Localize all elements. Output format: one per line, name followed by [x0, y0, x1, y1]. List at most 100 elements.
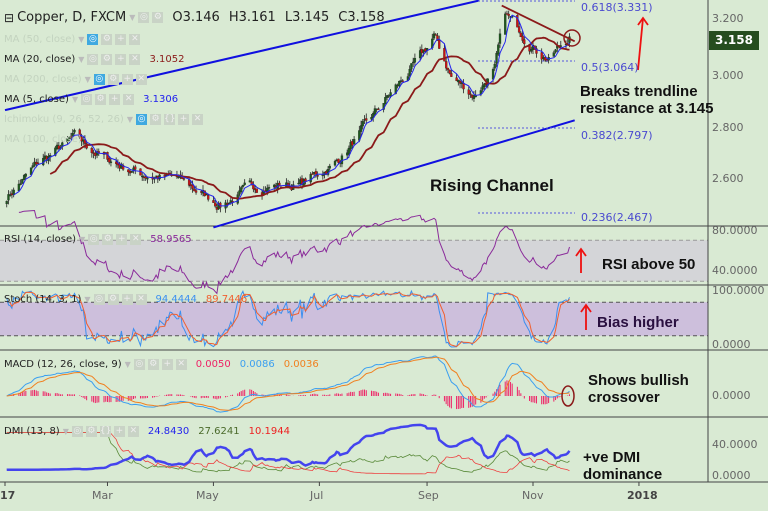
chevron-down-icon[interactable]: ▼	[124, 360, 131, 369]
eye-icon[interactable]: ◎	[138, 12, 150, 23]
x-tick: Sep	[418, 489, 439, 502]
candle	[412, 61, 415, 64]
eye-icon[interactable]: ◎	[71, 426, 83, 437]
chevron-down-icon[interactable]: ▼	[79, 235, 86, 244]
candle	[436, 35, 439, 41]
candle	[438, 39, 441, 49]
close-icon[interactable]: ✕	[127, 426, 139, 437]
chevron-down-icon[interactable]: ▼	[62, 427, 69, 436]
candle	[443, 48, 446, 62]
gear-icon[interactable]: ⚙	[107, 74, 119, 85]
candle	[530, 48, 533, 52]
chevron-down-icon[interactable]: ▼	[84, 295, 91, 304]
candle	[267, 187, 271, 189]
close-icon[interactable]: ✕	[123, 94, 135, 105]
stoch-d-line	[9, 291, 570, 348]
chevron-down-icon[interactable]: ▼	[126, 115, 133, 124]
gear-icon[interactable]: ⚙	[102, 234, 114, 245]
close-icon[interactable]: ✕	[130, 234, 142, 245]
candle	[240, 187, 243, 193]
macd-line	[6, 355, 570, 413]
close-icon[interactable]: ✕	[129, 34, 141, 45]
close-icon[interactable]: ✕	[192, 114, 203, 125]
plus-icon[interactable]: +	[161, 359, 173, 370]
legend-label: Ichimoku (9, 26, 52, 26)	[4, 114, 124, 125]
plus-icon[interactable]: +	[178, 114, 189, 125]
plus-icon[interactable]: +	[121, 74, 133, 85]
chevron-down-icon[interactable]: ▼	[129, 13, 136, 22]
candle	[370, 117, 373, 120]
candle	[66, 138, 69, 143]
braces-icon[interactable]: {}	[164, 114, 176, 125]
plus-icon[interactable]: +	[113, 426, 125, 437]
candle	[214, 202, 217, 207]
lower-channel-line	[213, 119, 575, 229]
legend-macd: MACD (12, 26, close, 9) ▼ ◎ ⚙ + ✕ 0.0050 0.0086…	[4, 359, 319, 370]
candle	[523, 39, 526, 45]
gear-icon[interactable]: ⚙	[147, 359, 159, 370]
resistance-trendline	[501, 4, 576, 43]
candle	[203, 190, 206, 197]
gear-icon[interactable]: ⚙	[107, 294, 119, 305]
eye-icon[interactable]: ◎	[133, 359, 145, 370]
open-value: O3.146	[172, 10, 220, 25]
eye-icon[interactable]: ◎	[81, 94, 93, 105]
annotation-rsi: RSI above 50	[602, 256, 696, 273]
candle	[455, 77, 458, 82]
gear-icon[interactable]: ⚙	[150, 114, 161, 125]
plus-icon[interactable]: +	[115, 34, 127, 45]
close-icon[interactable]: ✕	[135, 294, 147, 305]
legend-label: MA (200, close)	[4, 74, 82, 85]
gear-icon[interactable]: ⚙	[85, 426, 97, 437]
close-icon[interactable]: ✕	[175, 359, 187, 370]
fib-label-382: 0.382(2.797)	[581, 129, 653, 142]
braces-icon[interactable]: {}	[99, 426, 112, 437]
eye-icon[interactable]: ◎	[136, 114, 147, 125]
candle	[311, 173, 314, 175]
eye-icon[interactable]: ◎	[87, 34, 99, 45]
candle	[90, 148, 93, 153]
gear-icon[interactable]: ⚙	[101, 54, 113, 65]
candle	[182, 178, 186, 180]
plus-icon[interactable]: +	[116, 234, 128, 245]
candle	[83, 139, 87, 144]
candle	[377, 108, 380, 110]
candle	[504, 13, 507, 35]
plus-icon[interactable]: +	[121, 294, 133, 305]
candle	[205, 193, 208, 196]
candle	[472, 95, 476, 99]
candle	[418, 50, 422, 59]
macd-tick: 0.0000	[712, 389, 751, 402]
candle	[554, 49, 557, 53]
candle	[483, 83, 486, 87]
plus-icon[interactable]: +	[109, 94, 121, 105]
candle	[69, 136, 73, 138]
chevron-down-icon[interactable]: ▼	[71, 95, 79, 104]
candle	[194, 190, 198, 193]
gear-icon[interactable]: ⚙	[152, 12, 164, 23]
candle	[7, 194, 10, 201]
collapse-icon[interactable]: ⊟	[4, 10, 15, 25]
chevron-down-icon[interactable]: ▼	[78, 55, 85, 64]
legend-value: 89.7446	[205, 294, 248, 305]
legend-label: MA (100, close)	[4, 134, 82, 145]
close-icon[interactable]: ✕	[135, 74, 147, 85]
candle	[97, 151, 100, 153]
gear-icon[interactable]: ⚙	[101, 34, 113, 45]
legend-label: MA (5, close)	[4, 94, 69, 105]
plus-icon[interactable]: +	[115, 54, 127, 65]
close-icon[interactable]: ✕	[129, 54, 141, 65]
price-tick: 2.600	[712, 172, 744, 185]
legend-ma50: MA (50, close) ▼ ◎ ⚙ + ✕	[4, 34, 141, 45]
eye-icon[interactable]: ◎	[93, 294, 105, 305]
legend-label: MA (20, close)	[4, 54, 76, 65]
chevron-down-icon[interactable]: ▼	[78, 35, 85, 44]
eye-icon[interactable]: ◎	[88, 234, 100, 245]
candle	[71, 132, 74, 136]
candle	[398, 81, 401, 87]
chevron-down-icon[interactable]: ▼	[84, 75, 91, 84]
eye-icon[interactable]: ◎	[93, 74, 105, 85]
eye-icon[interactable]: ◎	[87, 54, 99, 65]
gear-icon[interactable]: ⚙	[95, 94, 107, 105]
